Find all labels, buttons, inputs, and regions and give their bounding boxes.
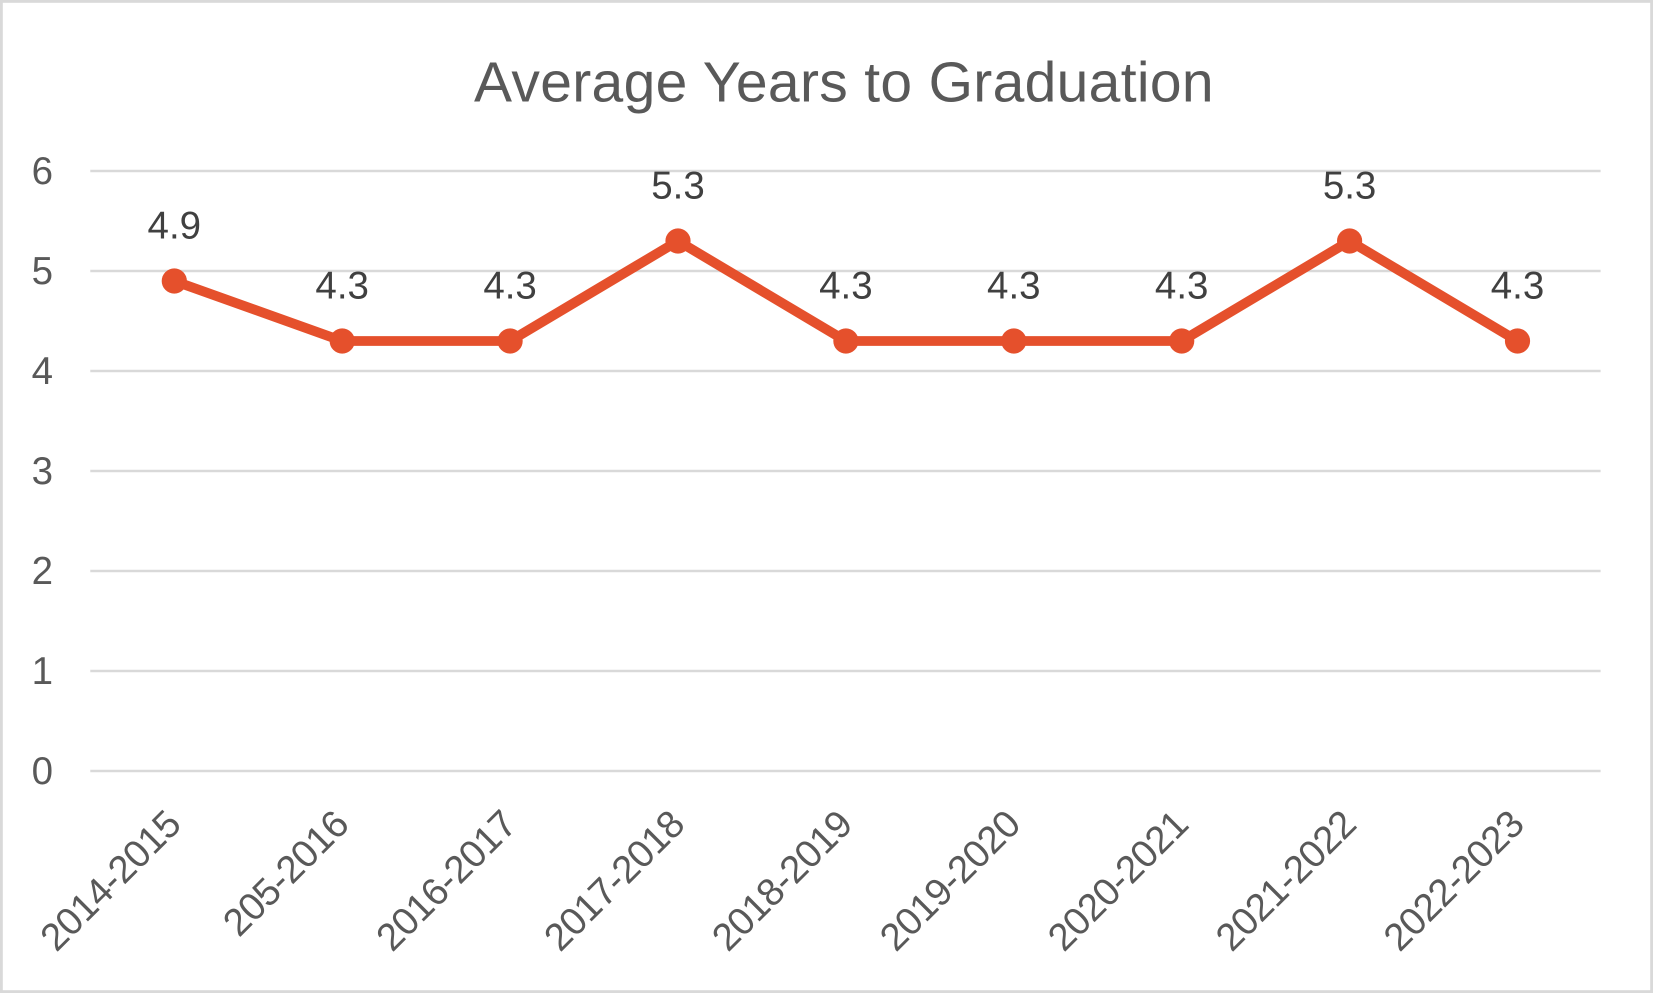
svg-text:4.3: 4.3	[1155, 265, 1209, 308]
svg-text:1: 1	[32, 650, 53, 693]
svg-text:2: 2	[32, 550, 53, 593]
svg-text:4.3: 4.3	[483, 265, 537, 308]
svg-text:4.3: 4.3	[819, 265, 873, 308]
svg-text:5.3: 5.3	[651, 165, 705, 208]
svg-text:4: 4	[32, 350, 53, 393]
svg-text:6: 6	[32, 150, 53, 193]
svg-text:4.3: 4.3	[987, 265, 1041, 308]
svg-text:3: 3	[32, 450, 53, 493]
svg-text:4.3: 4.3	[315, 265, 369, 308]
svg-text:5.3: 5.3	[1323, 165, 1377, 208]
svg-text:5: 5	[32, 250, 53, 293]
svg-text:4.3: 4.3	[1491, 265, 1545, 308]
svg-text:Average Years to Graduation: Average Years to Graduation	[474, 51, 1214, 115]
svg-text:0: 0	[32, 750, 53, 793]
svg-text:4.9: 4.9	[148, 205, 202, 248]
